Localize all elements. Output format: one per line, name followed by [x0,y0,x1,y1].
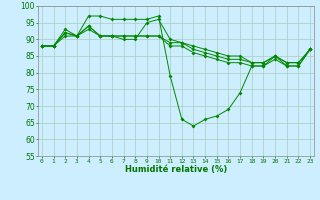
X-axis label: Humidité relative (%): Humidité relative (%) [125,165,227,174]
